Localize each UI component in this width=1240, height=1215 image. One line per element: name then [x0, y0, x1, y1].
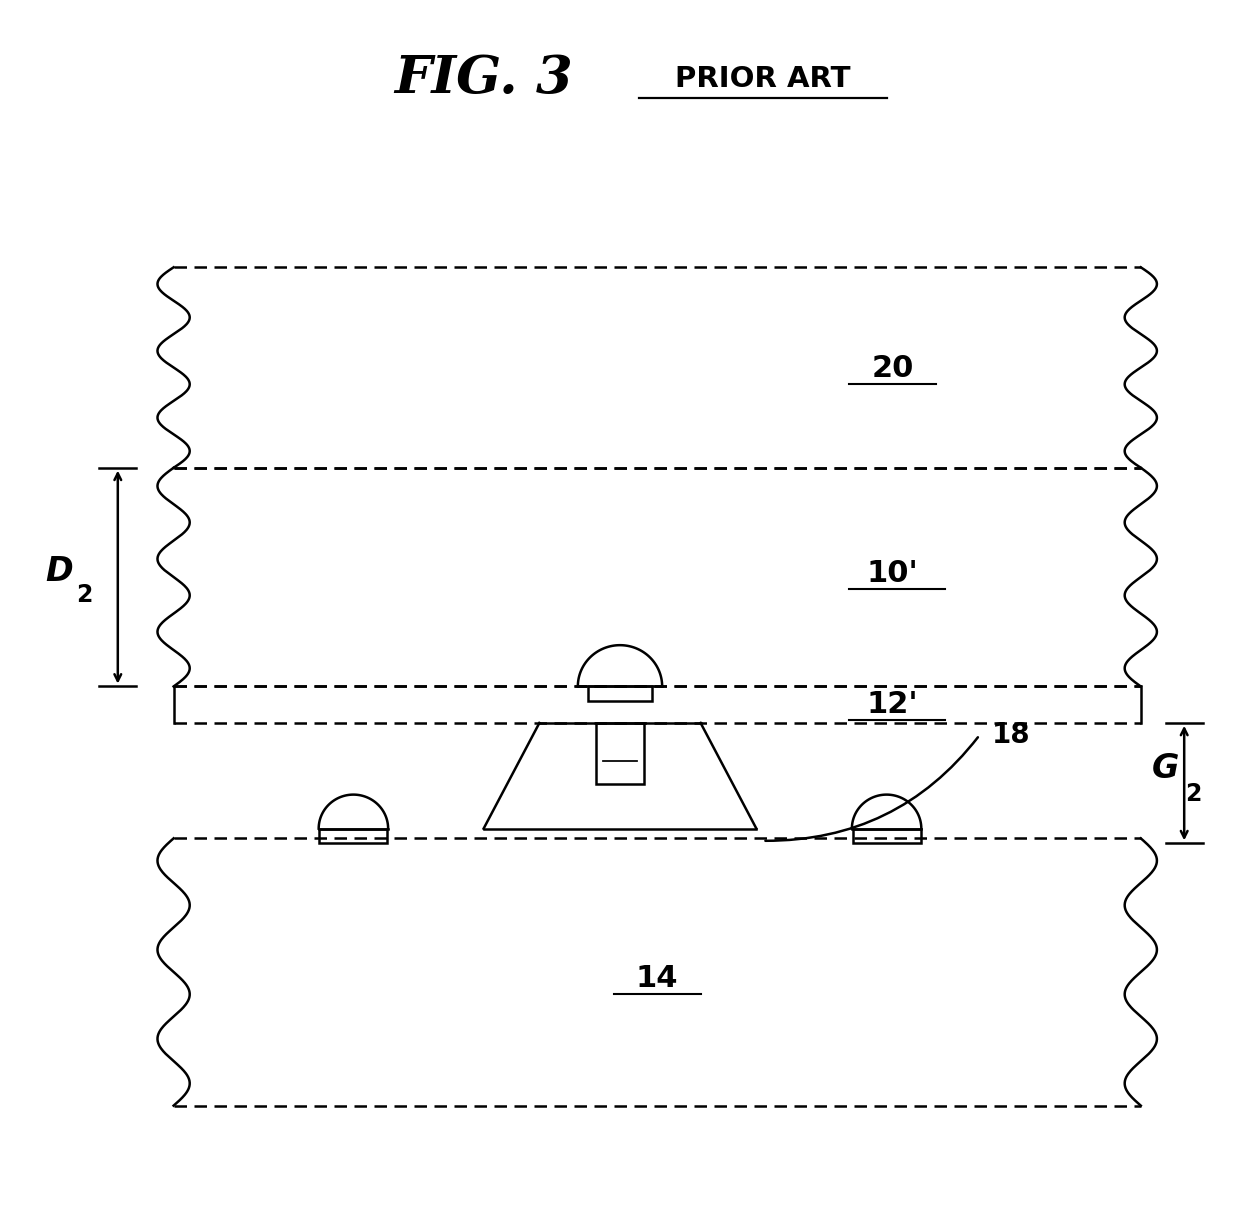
Text: 18: 18 — [992, 720, 1030, 750]
Text: D: D — [46, 554, 73, 588]
Text: 2: 2 — [76, 583, 93, 608]
Text: PRIOR ART: PRIOR ART — [675, 64, 851, 94]
Text: G: G — [1152, 752, 1179, 785]
Text: 14: 14 — [636, 963, 678, 993]
Bar — [853, 829, 920, 843]
Bar — [596, 723, 644, 784]
Bar — [588, 686, 652, 701]
Text: 10': 10' — [867, 559, 919, 588]
Text: FIG. 3: FIG. 3 — [394, 53, 573, 104]
Text: 20: 20 — [872, 354, 914, 383]
Bar — [319, 829, 387, 843]
Text: 2: 2 — [1184, 782, 1202, 806]
Text: 12': 12' — [867, 690, 919, 719]
